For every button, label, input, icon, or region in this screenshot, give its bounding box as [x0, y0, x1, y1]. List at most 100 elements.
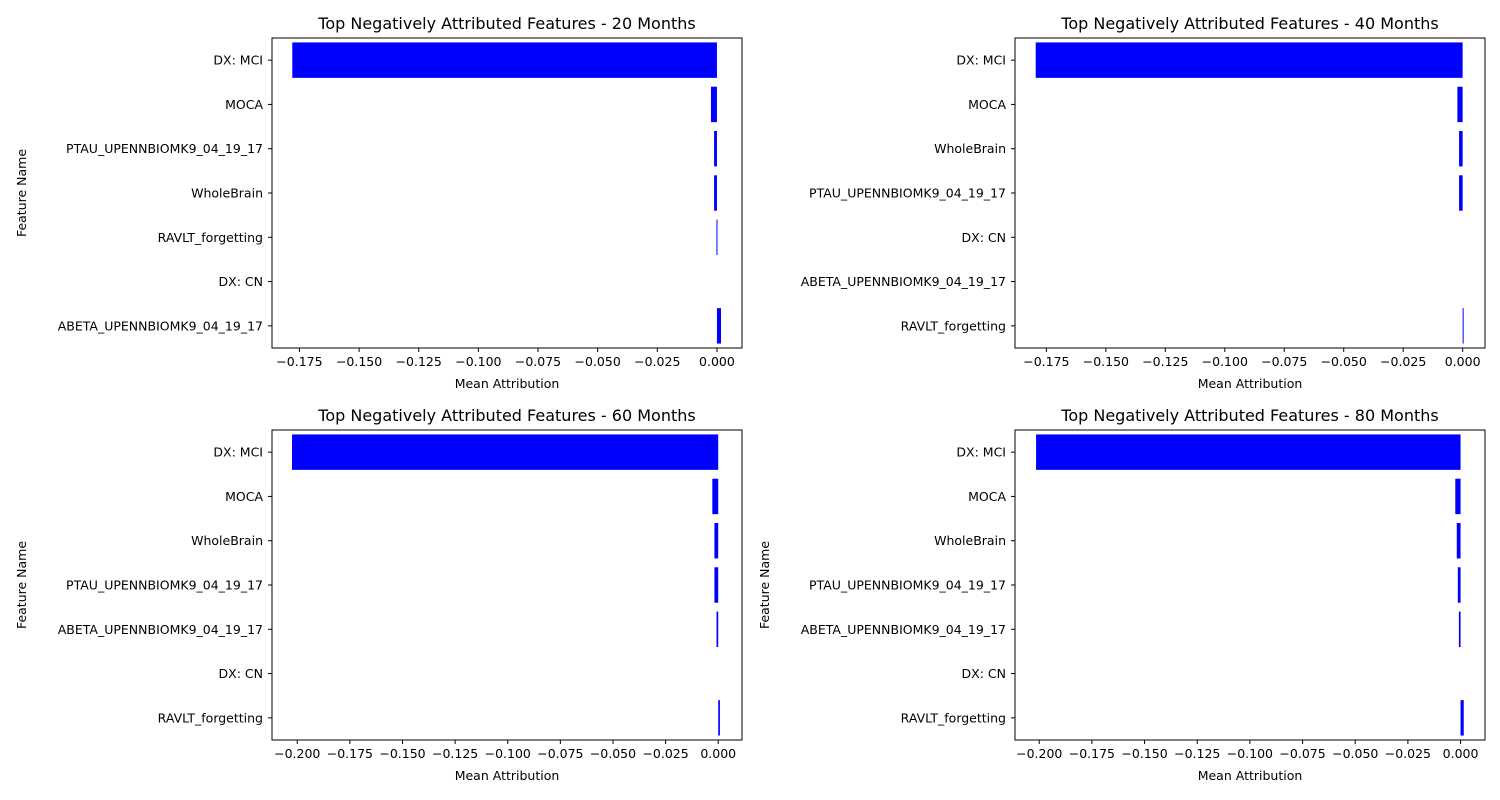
- bar-7: [716, 308, 722, 344]
- x-tick-label: −0.175: [276, 354, 322, 369]
- chart-title: Top Negatively Attributed Features - 80 …: [1060, 406, 1438, 425]
- chart-title: Top Negatively Attributed Features - 60 …: [317, 406, 695, 425]
- x-axis-label: Mean Attribution: [455, 768, 560, 783]
- x-tick-label: −0.125: [396, 354, 442, 369]
- bar-3: [714, 131, 717, 167]
- bar-4: [714, 567, 719, 603]
- chart-title: Top Negatively Attributed Features - 40 …: [1060, 14, 1438, 33]
- x-tick-label: −0.200: [274, 746, 320, 761]
- x-tick-label: 0.000: [1443, 746, 1479, 761]
- y-tick-label: RAVLT_forgetting: [158, 230, 263, 245]
- bar-2: [1455, 478, 1461, 515]
- x-tick-label: −0.075: [515, 354, 561, 369]
- bar-2: [710, 86, 717, 123]
- axes-frame: [1014, 429, 1486, 741]
- x-tick-label: −0.025: [634, 354, 680, 369]
- x-tick-label: −0.100: [455, 354, 501, 369]
- x-tick-label: −0.025: [642, 746, 688, 761]
- y-tick-label: PTAU_UPENNBIOMK9_04_19_17: [809, 186, 1006, 201]
- y-tick-label: PTAU_UPENNBIOMK9_04_19_17: [809, 578, 1006, 593]
- bar-5: [716, 219, 718, 255]
- bar-2: [1457, 86, 1463, 123]
- x-tick-label: −0.075: [537, 746, 583, 761]
- y-tick-label: MOCA: [225, 489, 263, 504]
- x-tick-label: −0.025: [1380, 354, 1426, 369]
- chart-panel-1: Top Negatively Attributed Features - 20 …: [14, 14, 743, 391]
- x-axis-label: Mean Attribution: [1198, 768, 1303, 783]
- y-tick-label: DX: MCI: [956, 53, 1006, 68]
- y-tick-label: RAVLT_forgetting: [901, 318, 1006, 333]
- y-tick-label: MOCA: [968, 489, 1006, 504]
- y-axis-label: Feature Name: [14, 541, 29, 629]
- x-tick-label: −0.200: [1016, 746, 1062, 761]
- x-axis-label: Mean Attribution: [455, 376, 560, 391]
- y-tick-label: RAVLT_forgetting: [158, 710, 263, 725]
- x-tick-label: −0.125: [1174, 746, 1220, 761]
- x-tick-label: −0.075: [1279, 746, 1325, 761]
- bar-5: [716, 611, 719, 647]
- bar-7: [1462, 308, 1464, 344]
- x-tick-label: 0.000: [699, 354, 735, 369]
- x-tick-label: 0.000: [1445, 354, 1481, 369]
- bar-1: [1036, 434, 1461, 470]
- chart-title: Top Negatively Attributed Features - 20 …: [317, 14, 695, 33]
- bar-7: [718, 700, 720, 736]
- y-tick-label: PTAU_UPENNBIOMK9_04_19_17: [66, 141, 263, 156]
- bar-3: [1459, 131, 1463, 167]
- y-tick-label: DX: CN: [219, 274, 263, 289]
- x-tick-label: −0.150: [1083, 354, 1129, 369]
- y-tick-label: WholeBrain: [191, 533, 263, 548]
- x-tick-label: −0.100: [1202, 354, 1248, 369]
- bar-7: [1460, 700, 1464, 736]
- y-tick-label: MOCA: [225, 97, 263, 112]
- axes-frame: [1014, 37, 1486, 349]
- x-tick-label: −0.050: [575, 354, 621, 369]
- bar-1: [292, 42, 717, 78]
- x-tick-label: 0.000: [700, 746, 736, 761]
- bar-3: [714, 523, 719, 559]
- y-tick-label: MOCA: [968, 97, 1006, 112]
- y-tick-label: RAVLT_forgetting: [901, 710, 1006, 725]
- axes-frame: [271, 429, 743, 741]
- y-tick-label: DX: CN: [219, 666, 263, 681]
- bar-2: [712, 478, 719, 515]
- y-tick-label: DX: CN: [962, 230, 1006, 245]
- y-tick-label: ABETA_UPENNBIOMK9_04_19_17: [58, 318, 263, 333]
- x-tick-label: −0.150: [379, 746, 425, 761]
- y-tick-label: ABETA_UPENNBIOMK9_04_19_17: [58, 622, 263, 637]
- bar-4: [1457, 567, 1461, 603]
- x-tick-label: −0.175: [1069, 746, 1115, 761]
- bar-4: [1459, 175, 1463, 211]
- bar-5: [1458, 611, 1461, 647]
- y-tick-label: DX: MCI: [956, 445, 1006, 460]
- chart-panel-3: Top Negatively Attributed Features - 60 …: [14, 406, 743, 783]
- y-tick-label: WholeBrain: [191, 186, 263, 201]
- y-tick-label: WholeBrain: [934, 141, 1006, 156]
- y-tick-label: DX: CN: [962, 666, 1006, 681]
- bar-1: [1035, 42, 1463, 78]
- x-tick-label: −0.150: [1121, 746, 1167, 761]
- y-axis-label: Feature Name: [14, 149, 29, 237]
- bar-1: [291, 434, 719, 470]
- x-tick-label: −0.025: [1385, 746, 1431, 761]
- y-tick-label: PTAU_UPENNBIOMK9_04_19_17: [66, 578, 263, 593]
- y-tick-label: DX: MCI: [213, 53, 263, 68]
- x-tick-label: −0.150: [336, 354, 382, 369]
- bar-4: [714, 175, 717, 211]
- x-tick-label: −0.125: [432, 746, 478, 761]
- y-tick-label: DX: MCI: [213, 445, 263, 460]
- bar-3: [1456, 523, 1461, 559]
- x-tick-label: −0.175: [327, 746, 373, 761]
- chart-panel-4: Top Negatively Attributed Features - 80 …: [757, 406, 1486, 783]
- x-tick-label: −0.050: [1332, 746, 1378, 761]
- axes-frame: [271, 37, 743, 349]
- y-tick-label: WholeBrain: [934, 533, 1006, 548]
- x-tick-label: −0.175: [1023, 354, 1069, 369]
- y-axis-label: Feature Name: [757, 541, 772, 629]
- x-tick-label: −0.100: [485, 746, 531, 761]
- y-tick-label: ABETA_UPENNBIOMK9_04_19_17: [801, 274, 1006, 289]
- x-tick-label: −0.100: [1227, 746, 1273, 761]
- x-tick-label: −0.075: [1261, 354, 1307, 369]
- chart-panel-2: Top Negatively Attributed Features - 40 …: [801, 14, 1486, 391]
